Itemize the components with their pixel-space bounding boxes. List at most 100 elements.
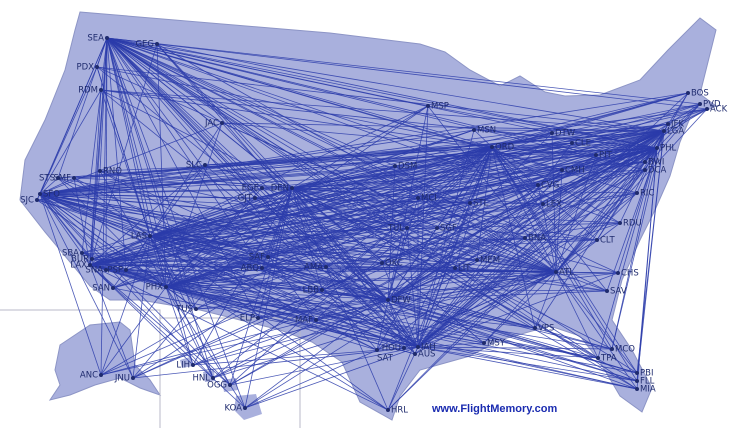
airport-code: PVD [703,100,721,110]
airport-dot [643,168,647,172]
airport-code: GEG [135,40,154,50]
airport-dot [610,347,614,351]
route [73,177,419,348]
route [36,199,557,273]
route [165,165,396,288]
airport-code: MSY [487,339,506,349]
route [106,37,485,344]
route [165,286,416,355]
airport-dot [260,266,264,270]
route [149,203,544,237]
airport-code: ANC [80,371,98,381]
airport-dot [594,153,598,157]
airport-code: RIC [640,189,654,199]
route [387,147,658,411]
airport-code: RNO [103,167,122,177]
airport-dot [605,289,609,293]
route [39,193,102,376]
route [149,154,597,237]
route [106,37,638,374]
airport-dot [523,236,527,240]
airport-code: HNL [193,374,211,384]
airport-dot [324,265,328,269]
route [149,235,231,386]
route [192,271,557,366]
route [149,235,405,349]
airport-code: JNU [114,374,130,384]
route [106,37,214,379]
route [106,37,665,132]
route [165,105,429,288]
route [555,192,638,273]
route [106,37,396,167]
airport-dot [643,160,647,164]
route [149,235,197,310]
route [100,89,658,149]
route [91,235,151,260]
route [221,122,665,132]
route [596,147,658,241]
airport-code: HOU [382,344,401,354]
route [261,187,557,273]
route [106,37,701,105]
airport-dot [164,285,168,289]
route [100,286,167,376]
route [106,37,536,329]
airport-dot [124,268,128,272]
route [551,132,557,273]
route [555,108,708,273]
airport-code: IAH [421,343,436,353]
airport-code: SEA [87,34,104,44]
airport-dot [618,221,622,225]
route [99,147,658,172]
airport-dot [705,107,709,111]
route [57,177,151,237]
airport-dot [98,169,102,173]
airport-dot [554,270,558,274]
route [636,147,658,194]
airport-code: SAV [610,287,627,297]
route [132,147,658,379]
route [483,271,557,344]
route [39,154,597,195]
route [617,147,658,274]
airport-dot [416,345,420,349]
route [106,37,599,359]
route [165,271,557,288]
route [39,193,621,224]
airport-code: CLE [575,139,591,149]
route [192,346,419,366]
airport-code: PSP [107,266,123,276]
route [551,130,665,134]
route [267,147,658,258]
airport-dot [99,373,103,377]
airport-dot [482,341,486,345]
airport-dot [426,104,430,108]
airport-dot [655,146,659,150]
airport-code: CHS [621,269,639,279]
airport-dot [635,191,639,195]
route [387,222,621,301]
airport-dot [375,348,379,352]
route [73,177,151,237]
route [165,286,608,292]
airport-dot [220,121,224,125]
route [165,286,246,409]
route [387,299,419,348]
airport-dot [90,257,94,261]
route [149,147,658,237]
airport-code: ELP [240,314,255,324]
route [149,165,396,237]
airport-code: TUL [387,224,404,234]
route [112,287,419,348]
routes [36,37,708,411]
airport-code: LBB [303,286,320,296]
route [105,37,108,271]
route [165,286,405,349]
route [394,130,665,167]
airport-code: JAC [204,119,219,129]
airport-dot [570,141,574,145]
route [106,37,246,409]
airport-code: SJC [20,196,34,206]
